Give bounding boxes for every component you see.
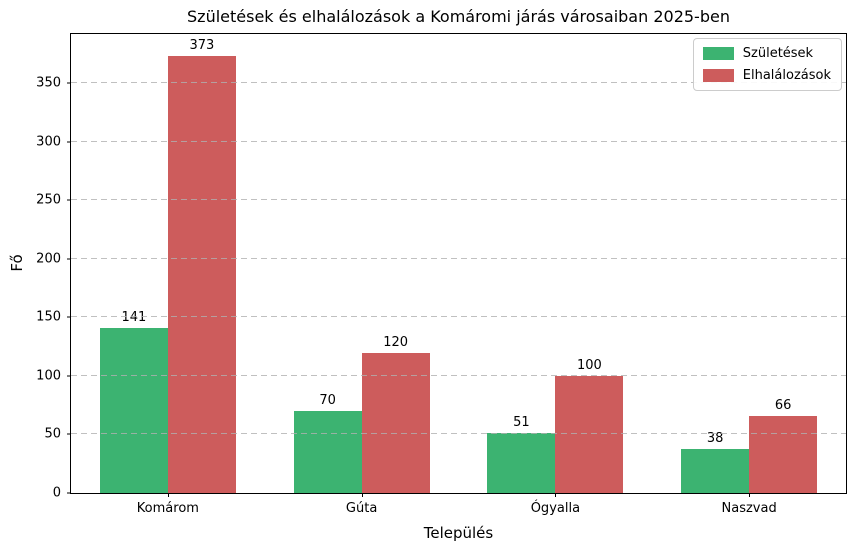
bar-value-label: 100 xyxy=(576,357,602,373)
bar-elhalalozasok-naszvad: 66 xyxy=(749,398,818,493)
x-tick-mark xyxy=(167,493,169,497)
plot-area: 0 50 100 150 200 250 300 350 141 373 Kom… xyxy=(36,33,847,516)
y-tick-label: 350 xyxy=(36,75,61,91)
legend-swatch-red xyxy=(702,69,734,82)
x-tick-mark xyxy=(361,493,363,497)
y-tick-label: 200 xyxy=(36,251,61,267)
y-tick-label: 300 xyxy=(36,134,61,150)
x-tick-label: Naszvad xyxy=(721,501,777,516)
y-tick-label: 150 xyxy=(36,309,61,325)
y-tick-mark xyxy=(67,492,71,494)
x-tick-label: Ógyalla xyxy=(530,501,581,516)
bar-szuletesek-ogyalla: 51 xyxy=(487,415,556,493)
y-tick-mark xyxy=(67,82,71,84)
legend-item-szuletesek: Születések xyxy=(702,46,831,61)
bar-elhalalozasok-guta: 120 xyxy=(361,335,430,493)
bar-value-label: 373 xyxy=(189,38,215,54)
bar-value-label: 66 xyxy=(774,397,792,413)
chart-title: Születések és elhalálozások a Komáromi j… xyxy=(187,7,730,26)
bar-value-label: 70 xyxy=(319,393,336,409)
bar-elhalalozasok-ogyalla: 100 xyxy=(555,358,624,493)
bar-szuletesek-guta: 70 xyxy=(293,393,362,493)
x-tick-mark xyxy=(555,493,557,497)
bar-group-ogyalla: 51 100 Ógyalla xyxy=(459,34,653,516)
x-axis-label: Település xyxy=(423,524,494,542)
bar-group-komarom: 141 373 Komárom xyxy=(71,34,265,516)
bar-szuletesek-komarom: 141 xyxy=(99,310,168,493)
x-tick-label: Gúta xyxy=(345,501,378,516)
bar-value-label: 38 xyxy=(706,430,724,446)
legend-label: Születések xyxy=(742,46,814,61)
bar-value-label: 141 xyxy=(121,309,147,325)
x-tick-label: Komárom xyxy=(136,501,199,516)
y-tick-mark xyxy=(67,316,71,318)
y-axis-label: Fő xyxy=(8,254,26,272)
y-tick-label: 100 xyxy=(36,368,61,384)
y-tick-label: 50 xyxy=(44,426,61,442)
y-tick-mark xyxy=(67,258,71,260)
legend-label: Elhalálozások xyxy=(742,68,831,83)
bar-szuletesek-naszvad: 38 xyxy=(681,431,750,493)
legend: Születések Elhalálozások xyxy=(692,38,842,91)
legend-swatch-green xyxy=(702,47,734,60)
x-tick-mark xyxy=(749,493,751,497)
y-tick-label: 0 xyxy=(52,485,61,501)
y-tick-mark xyxy=(67,199,71,201)
bar-group-guta: 70 120 Gúta xyxy=(265,34,459,516)
y-tick-mark xyxy=(67,141,71,143)
bar-value-label: 120 xyxy=(383,334,409,350)
bar-elhalalozasok-komarom: 373 xyxy=(167,38,236,493)
bar-group-naszvad: 38 66 Naszvad xyxy=(652,34,846,516)
y-tick-label: 250 xyxy=(36,192,61,208)
y-tick-mark xyxy=(67,433,71,435)
y-tick-mark xyxy=(67,375,71,377)
legend-item-elhalalozasok: Elhalálozások xyxy=(702,68,831,83)
bar-value-label: 51 xyxy=(513,415,530,431)
